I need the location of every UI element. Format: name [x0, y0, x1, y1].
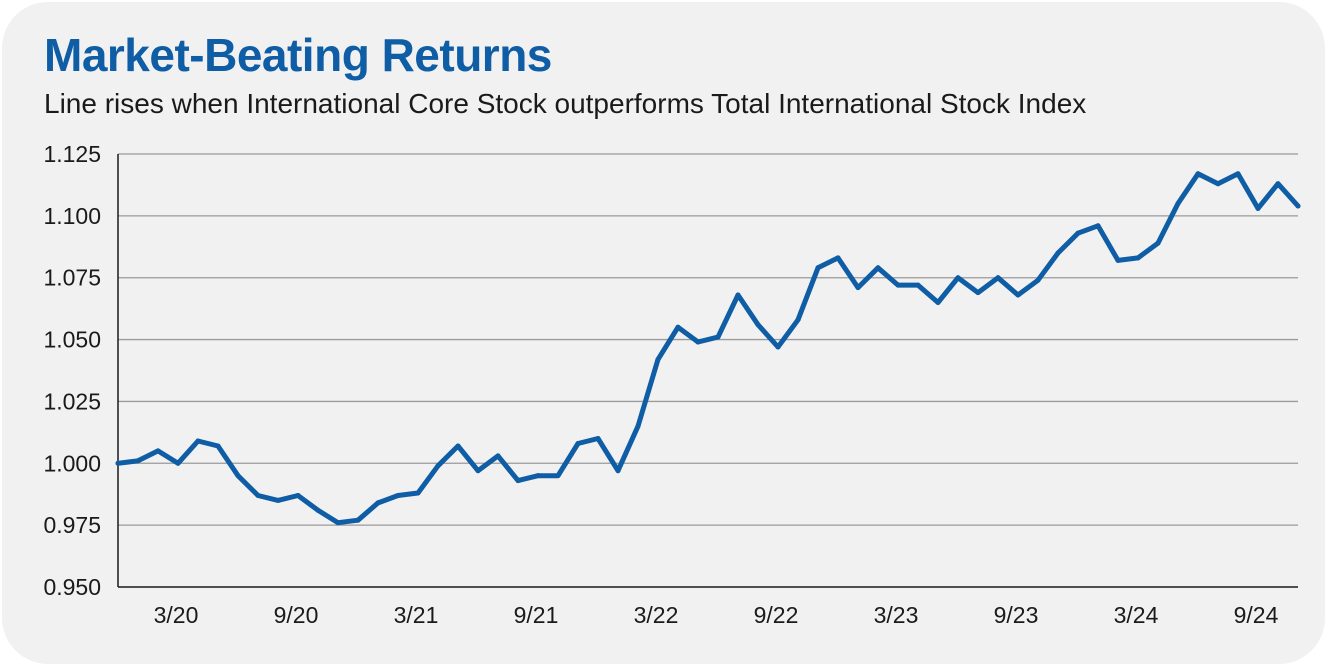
- data-point: [1255, 205, 1261, 211]
- data-point: [855, 285, 861, 291]
- data-point: [975, 290, 981, 296]
- data-point: [835, 255, 841, 261]
- y-tick-labels: 0.950 0.975 1.000 1.025 1.050 1.075 1.100 1.125: [43, 141, 101, 600]
- data-point: [1095, 223, 1101, 229]
- data-point: [1035, 277, 1041, 283]
- data-point: [1275, 181, 1281, 187]
- series-layer: [115, 171, 1301, 526]
- data-point: [115, 460, 121, 466]
- data-point: [715, 334, 721, 340]
- data-point: [275, 497, 281, 503]
- data-point: [675, 324, 681, 330]
- data-point: [1295, 203, 1301, 209]
- data-point: [395, 492, 401, 498]
- chart-subtitle: Line rises when International Core Stock…: [44, 88, 1087, 119]
- x-tick-label: 9/21: [514, 602, 559, 628]
- data-point: [1175, 200, 1181, 206]
- x-tick-label: 3/24: [1114, 602, 1159, 628]
- y-tick-label: 1.075: [43, 265, 101, 291]
- data-point: [235, 473, 241, 479]
- data-point: [895, 282, 901, 288]
- data-point: [1015, 292, 1021, 298]
- data-point: [575, 440, 581, 446]
- data-point: [615, 468, 621, 474]
- data-point: [515, 478, 521, 484]
- data-point: [315, 507, 321, 513]
- data-point: [415, 490, 421, 496]
- data-point: [1135, 255, 1141, 261]
- x-tick-label: 3/23: [874, 602, 919, 628]
- data-point: [255, 492, 261, 498]
- data-point: [1075, 230, 1081, 236]
- data-point: [455, 443, 461, 449]
- data-point: [735, 292, 741, 298]
- data-point: [175, 460, 181, 466]
- y-tick-label: 0.950: [43, 574, 101, 600]
- data-point: [695, 339, 701, 345]
- x-tick-label: 3/20: [154, 602, 199, 628]
- y-tick-label: 1.125: [43, 141, 101, 167]
- data-point: [375, 500, 381, 506]
- y-tick-label: 1.025: [43, 388, 101, 414]
- y-tick-label: 1.000: [43, 450, 101, 476]
- x-tick-label: 9/24: [1234, 602, 1279, 628]
- y-tick-label: 0.975: [43, 512, 101, 538]
- data-point: [775, 344, 781, 350]
- data-point: [475, 468, 481, 474]
- data-point: [995, 275, 1001, 281]
- data-point: [915, 282, 921, 288]
- data-point: [135, 458, 141, 464]
- data-point: [435, 463, 441, 469]
- axes: [117, 154, 1298, 588]
- data-point: [195, 438, 201, 444]
- data-point: [815, 265, 821, 271]
- data-point: [555, 473, 561, 479]
- data-point: [535, 473, 541, 479]
- data-point: [875, 265, 881, 271]
- x-tick-label: 3/22: [634, 602, 679, 628]
- y-tick-label: 1.100: [43, 203, 101, 229]
- data-point: [955, 275, 961, 281]
- data-point: [355, 517, 361, 523]
- data-point: [595, 436, 601, 442]
- data-point: [755, 322, 761, 328]
- y-tick-label: 1.050: [43, 327, 101, 353]
- data-point: [155, 448, 161, 454]
- data-point: [1215, 181, 1221, 187]
- data-point: [1195, 171, 1201, 177]
- data-point: [215, 443, 221, 449]
- x-tick-label: 3/21: [394, 602, 439, 628]
- x-tick-labels: 3/20 9/20 3/21 9/21 3/22 9/22 3/23 9/23 3/24 9/24: [154, 602, 1279, 628]
- data-point: [495, 453, 501, 459]
- data-point: [655, 356, 661, 362]
- data-point: [1115, 257, 1121, 263]
- x-tick-label: 9/20: [274, 602, 319, 628]
- data-point: [1055, 250, 1061, 256]
- data-point: [795, 317, 801, 323]
- data-point: [1155, 240, 1161, 246]
- data-point: [635, 423, 641, 429]
- data-point: [935, 299, 941, 305]
- data-point: [295, 492, 301, 498]
- data-point: [1235, 171, 1241, 177]
- x-tick-label: 9/23: [994, 602, 1039, 628]
- data-point: [335, 520, 341, 526]
- chart-title: Market-Beating Returns: [44, 29, 552, 81]
- series-line: [115, 171, 1301, 526]
- x-tick-label: 9/22: [754, 602, 799, 628]
